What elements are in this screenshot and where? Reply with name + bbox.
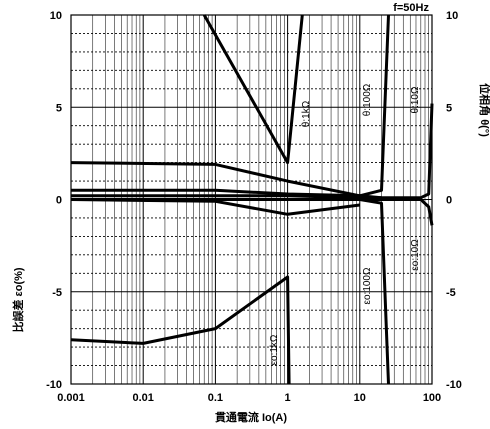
y-axis-title-right: 位相角 θ(°) xyxy=(478,83,490,137)
y-right-tick-label: -10 xyxy=(446,379,462,391)
series-line xyxy=(70,161,382,200)
series-line xyxy=(71,103,434,200)
corner-label: f=50Hz xyxy=(393,2,429,14)
y-left-tick-label: -5 xyxy=(52,287,62,299)
annotation-theta-10: θ:10Ω xyxy=(410,86,421,113)
x-tick-label: 100 xyxy=(423,392,441,404)
y-axis-title-left: 比誤差 εo(%) xyxy=(11,267,25,332)
y-right-tick-label: 0 xyxy=(446,195,452,207)
x-axis-title: 貫通電流 Io(A) xyxy=(215,410,287,424)
series-layer xyxy=(70,14,434,385)
series-line xyxy=(70,275,291,385)
x-tick-label: 10 xyxy=(354,392,366,404)
plot-frame xyxy=(70,14,433,385)
series-line xyxy=(71,198,434,226)
x-tick-label: 0.01 xyxy=(132,392,153,404)
y-right-tick-label: 5 xyxy=(446,102,452,114)
tick-labels: 0.001 0.01 0.1 1 10 100 10 5 0 -5 -10 10 5 0 -5 -10 xyxy=(46,10,462,404)
annotation-eps-10: εo:10Ω xyxy=(410,239,421,271)
x-tick-label: 1 xyxy=(285,392,291,404)
y-right-tick-label: -5 xyxy=(446,287,456,299)
y-right-tick-label: 10 xyxy=(446,10,458,22)
x-tick-label: 0.001 xyxy=(57,392,85,404)
series-line xyxy=(202,14,304,165)
annotation-theta-100: θ:100Ω xyxy=(362,83,373,116)
annotation-theta-1k: θ:1kΩ xyxy=(301,100,312,127)
y-left-tick-label: 0 xyxy=(56,195,62,207)
y-left-tick-label: 10 xyxy=(50,10,62,22)
series-line xyxy=(71,14,390,198)
annotation-eps-100: εo:100Ω xyxy=(362,267,373,304)
annotation-eps-1k: εo:1kΩ xyxy=(269,334,280,365)
y-left-tick-label: 5 xyxy=(56,102,62,114)
y-left-tick-label: -10 xyxy=(46,379,62,391)
x-tick-label: 0.1 xyxy=(208,392,223,404)
